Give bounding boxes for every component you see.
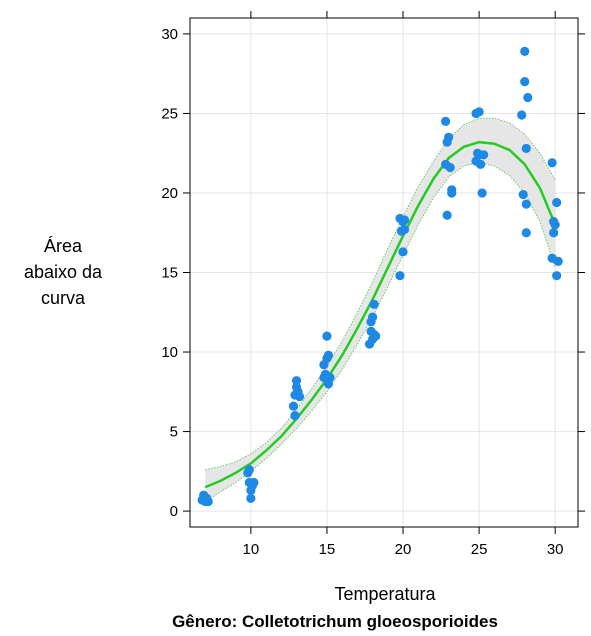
x-tick-label: 15 <box>319 541 336 558</box>
data-point <box>547 158 557 168</box>
y-axis-title: Área abaixo da curva <box>24 236 103 308</box>
x-axis-title: Temperatura <box>334 584 436 604</box>
data-point <box>444 132 454 142</box>
y-axis-title-line: abaixo da <box>24 262 103 282</box>
y-tick-label: 15 <box>161 265 178 282</box>
data-point <box>521 143 531 154</box>
data-point <box>322 331 332 341</box>
fitted-curve <box>204 140 557 489</box>
data-point <box>369 299 379 309</box>
confidence-band <box>205 118 556 502</box>
x-tick-label: 30 <box>547 541 564 558</box>
data-point <box>442 210 452 220</box>
data-point <box>552 197 562 208</box>
data-point <box>447 188 457 198</box>
data-point <box>479 150 489 160</box>
y-tick-label: 25 <box>161 105 178 122</box>
data-point <box>549 228 559 238</box>
data-point <box>367 312 378 322</box>
chart-caption: Gênero: Colletotrichum gloeosporioides <box>172 612 498 631</box>
data-point <box>398 247 408 257</box>
data-point <box>474 107 484 117</box>
data-point <box>244 465 254 475</box>
data-point <box>476 159 486 169</box>
data-point <box>477 188 487 198</box>
data-point <box>323 350 334 360</box>
data-point <box>521 199 531 209</box>
data-point <box>399 224 410 235</box>
y-tick-label: 5 <box>170 424 178 441</box>
data-point <box>325 372 335 383</box>
data-point <box>445 162 455 173</box>
x-tick-label: 10 <box>243 541 260 558</box>
x-axis-ticks: 10 15 20 25 30 <box>243 11 564 558</box>
data-point <box>371 331 381 341</box>
data-point <box>294 391 305 402</box>
y-axis-title-line: Área <box>44 236 83 256</box>
data-point <box>550 220 560 230</box>
x-tick-label: 25 <box>471 541 488 558</box>
y-axis-title-line: curva <box>41 288 86 308</box>
data-point <box>246 493 256 503</box>
data-point <box>520 46 530 57</box>
y-tick-label: 10 <box>161 344 178 361</box>
data-point <box>521 228 531 238</box>
y-tick-label: 20 <box>161 185 178 202</box>
data-point <box>441 116 451 126</box>
data-point <box>249 477 259 488</box>
data-point <box>520 77 530 87</box>
data-point <box>288 401 299 411</box>
data-point <box>399 215 410 225</box>
data-points <box>197 46 563 507</box>
y-tick-label: 30 <box>161 26 178 43</box>
data-point <box>291 376 302 386</box>
data-point <box>395 271 405 281</box>
y-tick-label: 0 <box>170 503 178 520</box>
data-point <box>523 92 533 103</box>
y-axis-ticks: 0 5 10 15 20 25 30 <box>161 26 585 520</box>
confidence-band-upper-edge <box>205 117 556 471</box>
data-point <box>290 411 300 421</box>
data-point <box>518 189 528 200</box>
data-point <box>203 496 213 507</box>
x-tick-label: 20 <box>395 541 412 558</box>
data-point <box>553 256 563 266</box>
data-point <box>552 271 562 281</box>
data-point <box>517 110 527 120</box>
confidence-band-lower-edge <box>204 162 556 503</box>
